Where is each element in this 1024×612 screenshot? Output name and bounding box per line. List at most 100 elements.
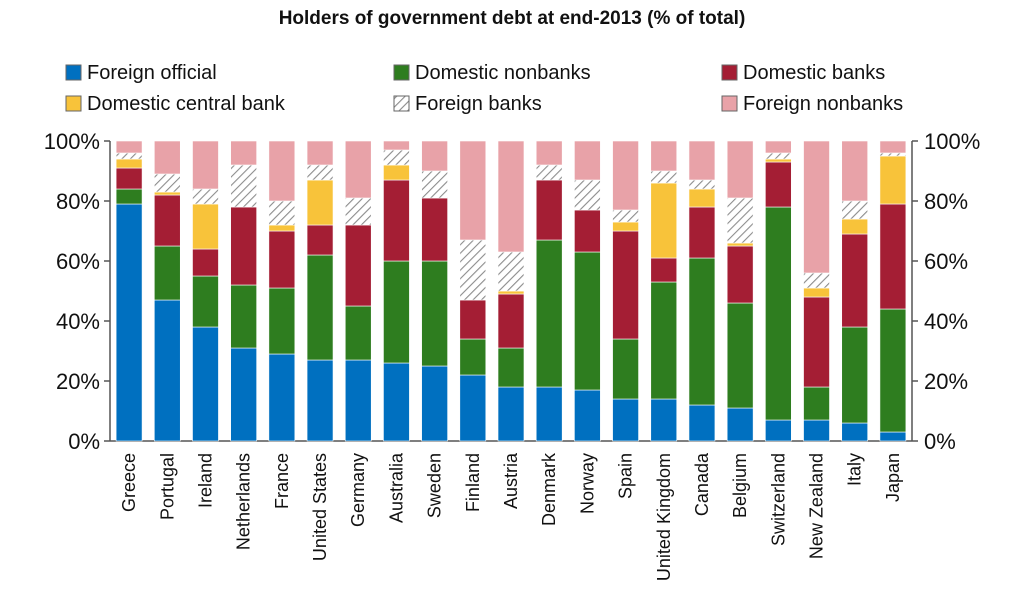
bar-segment-canada-foreign-official <box>688 404 716 442</box>
x-tick-label-new-zealand: New Zealand <box>807 453 827 559</box>
bar-segment-denmark-foreign-official <box>535 386 563 442</box>
bar-segment-new-zealand-foreign-banks <box>803 272 830 289</box>
bar-segment-australia-domestic-banks <box>383 179 410 262</box>
bar-segment-ireland-domestic-banks <box>192 248 219 277</box>
bar-segment-united-states-domestic-banks <box>306 224 334 256</box>
x-tick-label-united-kingdom: United Kingdom <box>654 453 674 581</box>
bar-segment-france-domestic-nonbanks <box>268 287 296 355</box>
bar-segment-japan-foreign-official <box>879 431 907 442</box>
legend-label-foreign-nonbanks: Foreign nonbanks <box>743 93 903 115</box>
bar-segment-italy-domestic-central-bank <box>841 218 868 235</box>
bar-segment-sweden-foreign-banks <box>421 170 448 199</box>
y-tick-label-right: 0% <box>924 429 956 454</box>
y-tick-label-right: 60% <box>924 249 968 274</box>
bar-segment-netherlands-foreign-nonbanks <box>230 140 257 166</box>
bar-segment-sweden-domestic-banks <box>421 197 448 262</box>
bar-segment-switzerland-foreign-nonbanks <box>765 140 792 154</box>
bar-segment-new-zealand-foreign-official <box>803 419 830 442</box>
bar-segment-finland-domestic-nonbanks <box>459 338 487 376</box>
bar-segment-france-foreign-banks <box>268 200 296 226</box>
bar-segment-canada-foreign-banks <box>688 179 716 190</box>
bar-segment-sweden-foreign-nonbanks <box>421 140 448 172</box>
bar-segment-japan-domestic-nonbanks <box>879 308 907 433</box>
legend-swatch-foreign-official <box>65 64 82 81</box>
bar-segment-netherlands-foreign-banks <box>230 164 257 208</box>
bar-segment-ireland-domestic-central-bank <box>192 203 219 250</box>
bar-segment-united-states-foreign-official <box>306 359 334 442</box>
bar-segment-greece-foreign-nonbanks <box>115 140 143 154</box>
bar-segment-norway-foreign-official <box>574 389 601 442</box>
bar-segment-united-states-domestic-central-bank <box>306 179 334 226</box>
bar-segment-norway-foreign-banks <box>574 179 601 211</box>
bar-segment-united-states-foreign-banks <box>306 164 334 181</box>
bar-segment-finland-domestic-banks <box>459 299 487 340</box>
bar-segment-italy-domestic-nonbanks <box>841 326 868 424</box>
x-tick-label-france: France <box>272 453 292 509</box>
bar-segment-australia-foreign-official <box>383 362 410 442</box>
bar-segment-united-kingdom-domestic-nonbanks <box>650 281 678 400</box>
bar-segment-new-zealand-foreign-nonbanks <box>803 140 830 274</box>
bar-segment-spain-domestic-central-bank <box>612 221 639 232</box>
bar-segment-united-kingdom-foreign-official <box>650 398 678 442</box>
y-tick-label-left: 20% <box>56 369 100 394</box>
bar-segment-norway-foreign-nonbanks <box>574 140 601 181</box>
x-tick-label-greece: Greece <box>119 453 139 512</box>
bar-segment-united-kingdom-domestic-central-bank <box>650 182 678 259</box>
bar-segment-canada-domestic-banks <box>688 206 716 259</box>
category-labels: Greece Portugal Ireland Netherlands France Un… <box>119 452 903 581</box>
legend-label-foreign-official: Foreign official <box>87 62 217 84</box>
x-tick-label-denmark: Denmark <box>539 452 559 526</box>
bar-segment-italy-domestic-banks <box>841 233 868 328</box>
bar-segment-sweden-foreign-official <box>421 365 448 442</box>
bar-segment-denmark-foreign-nonbanks <box>535 140 563 166</box>
y-tick-label-left: 40% <box>56 309 100 334</box>
x-tick-label-germany: Germany <box>348 453 368 527</box>
bar-segment-sweden-domestic-nonbanks <box>421 260 448 367</box>
bar-segment-austria-foreign-banks <box>497 251 525 292</box>
x-tick-label-sweden: Sweden <box>425 453 445 518</box>
y-tick-label-right: 80% <box>924 189 968 214</box>
bar-segment-canada-domestic-nonbanks <box>688 257 716 406</box>
bar-segment-spain-foreign-banks <box>612 209 639 223</box>
bar-segment-greece-domestic-banks <box>115 167 143 190</box>
y-tick-label-left: 0% <box>68 429 100 454</box>
bar-segment-greece-domestic-central-bank <box>115 158 143 169</box>
bar-segment-united-kingdom-domestic-banks <box>650 257 678 283</box>
x-tick-label-switzerland: Switzerland <box>768 453 788 546</box>
x-tick-label-belgium: Belgium <box>730 453 750 518</box>
bar-segment-germany-foreign-official <box>344 359 372 442</box>
bar-segment-switzerland-domestic-central-bank <box>765 158 792 163</box>
y-tick-label-left: 80% <box>56 189 100 214</box>
x-tick-label-spain: Spain <box>616 453 636 499</box>
legend-swatch-domestic-banks <box>721 64 738 81</box>
y-tick-label-right: 20% <box>924 369 968 394</box>
bar-segment-ireland-foreign-banks <box>192 188 219 205</box>
bar-segment-australia-foreign-banks <box>383 149 410 166</box>
bar-segment-united-states-domestic-nonbanks <box>306 254 334 361</box>
x-tick-label-norway: Norway <box>577 453 597 514</box>
bar-segment-germany-domestic-banks <box>344 224 372 307</box>
y-tick-label-left: 60% <box>56 249 100 274</box>
x-tick-label-japan: Japan <box>883 453 903 502</box>
bar-segment-france-domestic-central-bank <box>268 224 296 232</box>
bar-segment-switzerland-foreign-banks <box>765 152 792 160</box>
legend-label-foreign-banks: Foreign banks <box>415 93 542 115</box>
bar-segment-france-foreign-official <box>268 353 296 442</box>
bar-segment-denmark-domestic-banks <box>535 179 563 241</box>
x-tick-label-portugal: Portugal <box>157 453 177 520</box>
bar-segment-italy-foreign-banks <box>841 200 868 220</box>
bar-segment-france-domestic-banks <box>268 230 296 289</box>
legend-label-domestic-nonbanks: Domestic nonbanks <box>415 62 591 84</box>
bar-segment-canada-foreign-nonbanks <box>688 140 716 181</box>
bar-segment-switzerland-domestic-nonbanks <box>765 206 792 421</box>
bar-segment-denmark-domestic-nonbanks <box>535 239 563 388</box>
x-tick-label-ireland: Ireland <box>195 453 215 508</box>
legend: Foreign official Domestic nonbanks Domesti… <box>65 62 903 115</box>
bar-segment-germany-foreign-nonbanks <box>344 140 372 199</box>
bar-segment-belgium-foreign-banks <box>726 197 754 244</box>
x-tick-label-australia: Australia <box>386 452 406 523</box>
bar-segment-ireland-foreign-official <box>192 326 219 442</box>
bar-segment-germany-foreign-banks <box>344 197 372 226</box>
x-tick-label-finland: Finland <box>463 453 483 512</box>
